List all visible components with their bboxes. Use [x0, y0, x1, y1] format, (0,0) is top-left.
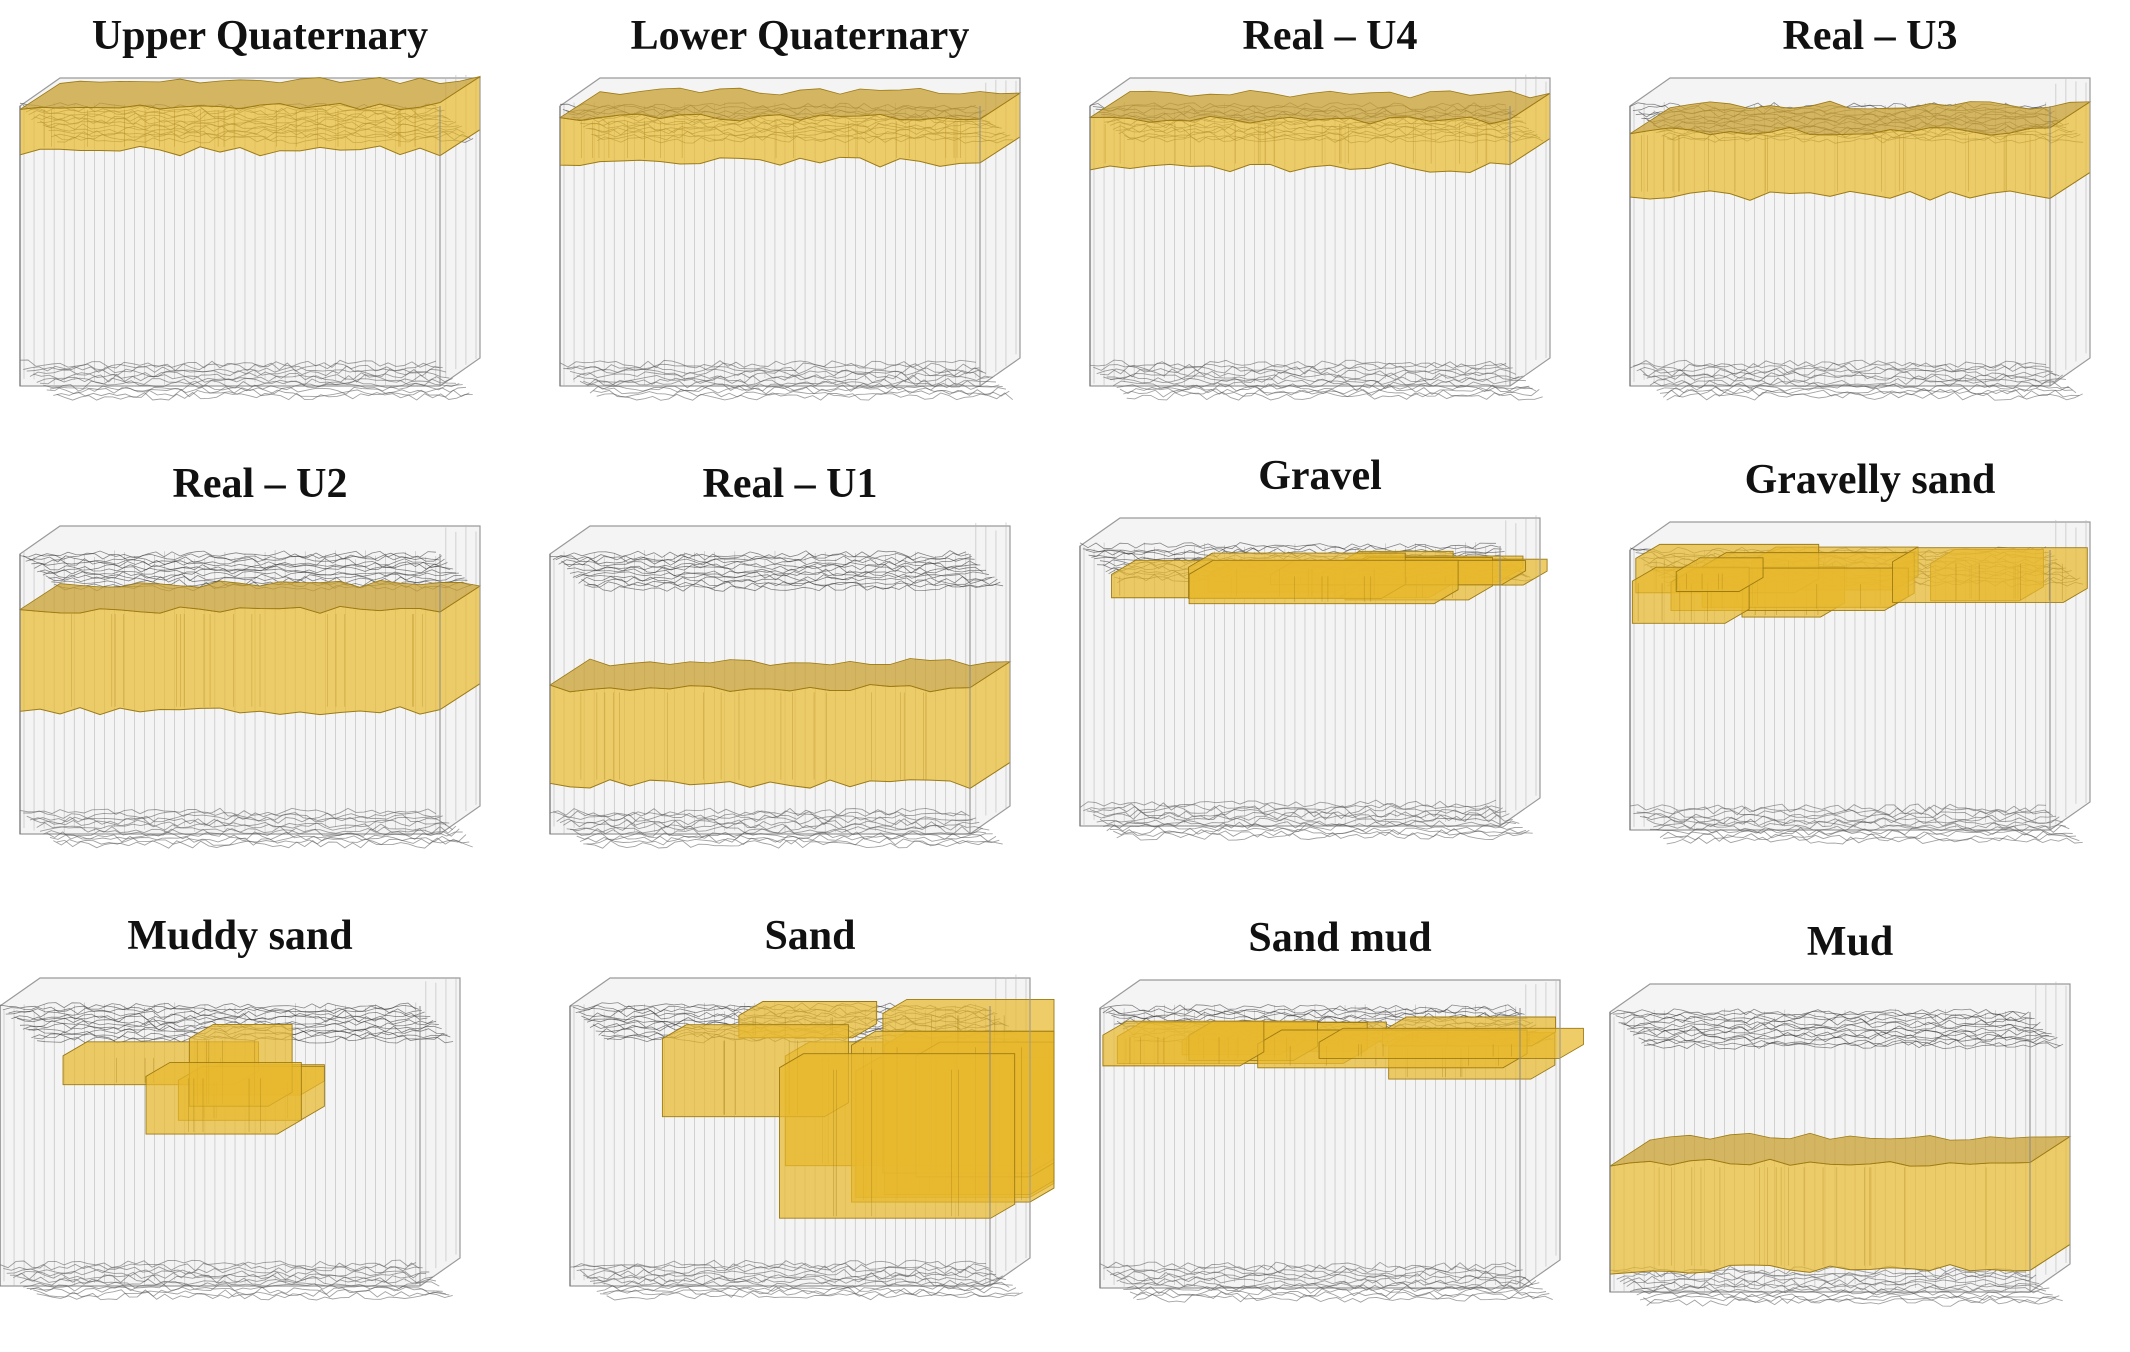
panel-real-u3: Real – U3 — [1610, 6, 2130, 446]
top-surface-mesh — [1609, 1008, 2064, 1050]
unit-patch — [1318, 1027, 1584, 1059]
unit-top-face — [19, 76, 481, 110]
block-model-3d — [19, 74, 481, 401]
unit-volume — [549, 658, 1012, 790]
block-model-3d — [1099, 979, 1584, 1303]
block-model-3d — [1088, 74, 1551, 401]
panel-muddy-sand: Muddy sand — [0, 906, 500, 1346]
panel-title: Real – U4 — [1242, 13, 1418, 59]
panel-real-u2: Real – U2 — [0, 454, 520, 894]
bottom-surface-mesh — [1099, 1261, 1553, 1303]
block-model-3d — [1629, 77, 2092, 401]
panel-sand-mud: Sand mud — [1080, 908, 1600, 1348]
unit-patch — [1675, 557, 1764, 592]
unit-top-face — [1088, 90, 1551, 125]
panel-title: Upper Quaternary — [91, 13, 429, 59]
unit-volume — [62, 1023, 325, 1135]
unit-volume — [19, 75, 481, 157]
bottom-surface-mesh — [1089, 359, 1543, 401]
panel-sand: Sand — [550, 906, 1070, 1346]
block-model-3d — [558, 77, 1022, 401]
unit-volume — [558, 87, 1022, 168]
panel-title: Lower Quaternary — [630, 13, 970, 59]
panel-real-u4: Real – U4 — [1070, 6, 1590, 446]
block-model-3d — [569, 974, 1055, 1301]
unit-patch — [1102, 1020, 1265, 1067]
panel-title: Sand — [764, 913, 856, 959]
unit-volume — [1609, 1132, 2072, 1275]
bottom-surface-mesh — [1629, 359, 2083, 401]
unit-volume — [1088, 90, 1551, 174]
panel-mud: Mud — [1590, 912, 2110, 1352]
bottom-surface-mesh — [0, 1259, 453, 1301]
block-model-3d — [1609, 981, 2072, 1307]
bottom-surface-mesh — [1629, 803, 2083, 845]
top-surface-mesh — [549, 550, 1004, 592]
panel-title: Muddy sand — [127, 913, 353, 959]
panel-real-u1: Real – U1 — [530, 454, 1050, 894]
panel-title: Real – U2 — [172, 461, 348, 507]
panel-title: Gravel — [1258, 453, 1382, 499]
panel-title: Mud — [1806, 919, 1894, 965]
panel-title: Sand mud — [1248, 915, 1432, 961]
unit-volume — [1629, 100, 2092, 201]
bottom-surface-mesh — [569, 1259, 1023, 1301]
block-model-3d — [549, 522, 1012, 849]
block-model-3d — [1079, 515, 1548, 841]
unit-volume — [661, 998, 1055, 1219]
block-model-3d — [18, 524, 482, 849]
bottom-surface-mesh — [1609, 1265, 2063, 1307]
bottom-surface-mesh — [559, 359, 1013, 401]
bottom-surface-mesh — [19, 359, 473, 401]
unit-top-face — [1609, 1132, 2072, 1167]
block-model-3d — [0, 977, 461, 1301]
panel-title: Real – U1 — [702, 461, 878, 507]
bottom-surface-mesh — [19, 807, 473, 849]
block-model-3d — [1629, 519, 2091, 845]
unit-patch — [1892, 547, 2088, 603]
unit-volume — [18, 579, 482, 716]
panel-title: Real – U3 — [1782, 13, 1958, 59]
unit-volume — [1102, 1016, 1584, 1080]
bottom-surface-mesh — [549, 807, 1003, 849]
panel-lower-quaternary: Lower Quaternary — [540, 6, 1060, 446]
unit-volume — [1631, 543, 2088, 624]
unit-patch — [1188, 559, 1459, 605]
panel-title: Gravelly sand — [1744, 457, 1996, 503]
unit-volume — [1111, 550, 1548, 605]
unit-patch — [779, 1053, 1016, 1219]
bottom-surface-mesh — [1079, 799, 1533, 841]
panel-upper-quaternary: Upper Quaternary — [0, 6, 520, 446]
panel-gravelly-sand: Gravelly sand — [1610, 450, 2130, 890]
panel-gravel: Gravel — [1060, 446, 1580, 886]
unit-patch — [145, 1061, 302, 1135]
